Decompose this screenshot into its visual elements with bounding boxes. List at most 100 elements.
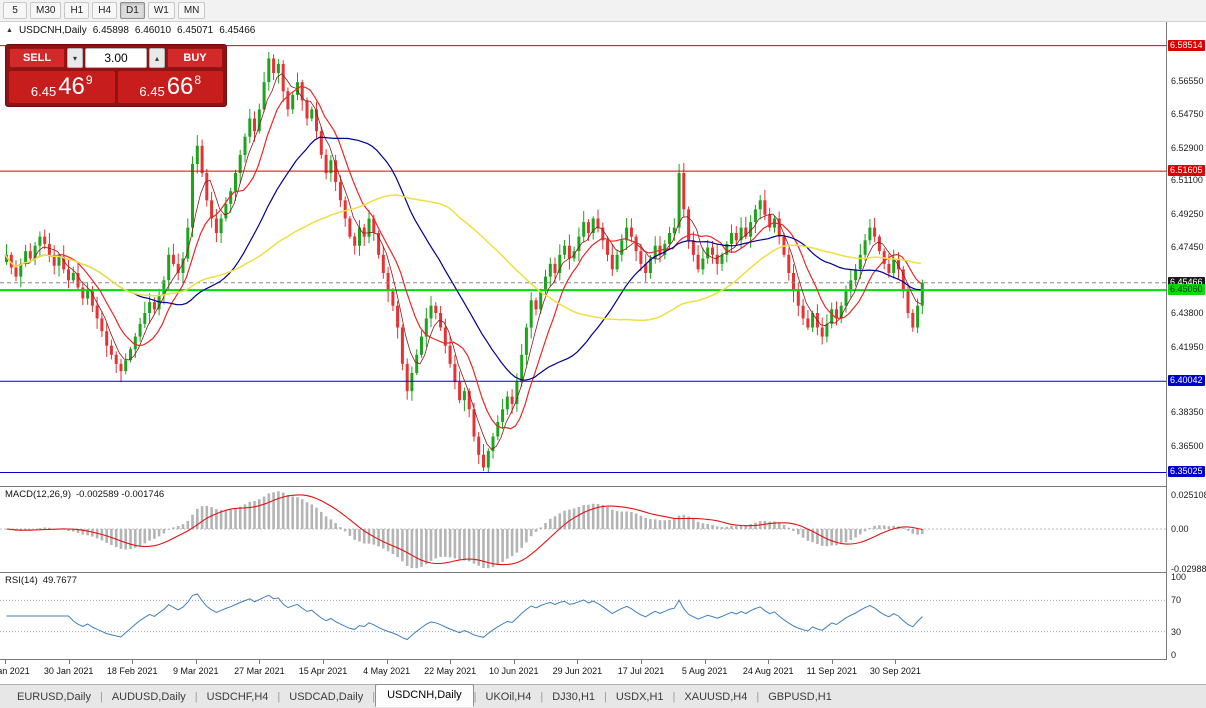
rsi-axis-label: 30	[1171, 626, 1182, 637]
date-axis-label: 10 Jun 2021	[489, 666, 539, 676]
price-axis-tick: 6.54750	[1171, 108, 1204, 119]
timeframe-toolbar: 5 M30 H1 H4 D1 W1 MN	[0, 0, 1206, 22]
date-axis: 12 Jan 2021 30 Jan 2021 18 Feb 2021 9 Mar 2…	[0, 660, 1206, 684]
volume-decrease-button[interactable]: ▾	[67, 48, 83, 68]
macd-values: -0.002589 -0.001746	[76, 489, 165, 500]
tab-divider: |	[540, 690, 544, 703]
date-axis-tick	[450, 660, 452, 664]
timeframe-button-5[interactable]: 5	[3, 2, 27, 19]
timeframe-button-mn[interactable]: MN	[177, 2, 206, 19]
price-axis-tick: 6.51100	[1171, 175, 1203, 186]
date-axis-tick	[704, 660, 706, 664]
price-axis-tick: 6.38350	[1171, 407, 1204, 418]
collapse-one-click-icon[interactable]: ▲	[6, 27, 13, 34]
price-axis-tick: 6.49250	[1171, 208, 1204, 219]
date-axis-label: 5 Aug 2021	[681, 666, 728, 676]
date-axis-label: 11 Sep 2021	[806, 666, 857, 676]
volume-increase-button[interactable]: ▴	[149, 48, 165, 68]
ohlc-close: 6.45466	[219, 25, 256, 36]
chart-tab-usdcnh-daily[interactable]: USDCNH,Daily	[375, 684, 474, 707]
tab-divider: |	[756, 690, 760, 703]
date-axis-label: 18 Feb 2021	[106, 666, 158, 676]
sell-price-pip: 9	[85, 73, 93, 87]
timeframe-button-w1[interactable]: W1	[147, 2, 175, 19]
date-axis-tick	[386, 660, 388, 664]
date-axis-tick	[577, 660, 579, 664]
chart-tab-usdcad-daily[interactable]: USDCAD,Daily	[289, 690, 364, 703]
timeframe-button-h4[interactable]: H4	[92, 2, 118, 19]
rsi-name: RSI(14)	[5, 575, 38, 586]
macd-indicator-label: MACD(12,26,9) -0.002589 -0.001746	[5, 489, 164, 500]
chart-header: ▲ USDCNH,Daily 6.45898 6.46010 6.45071 6…	[6, 25, 255, 36]
tab-divider: |	[99, 690, 103, 703]
sell-price-prefix: 6.45	[30, 84, 57, 99]
chart-tab-audusd-daily[interactable]: AUDUSD,Daily	[111, 690, 186, 703]
buy-price-digits: 66	[166, 73, 194, 100]
sell-price-display[interactable]: 6.45 46 9	[9, 71, 115, 103]
macd-name: MACD(12,26,9)	[5, 489, 71, 500]
date-axis-label: 29 Jun 2021	[552, 666, 603, 676]
date-axis-tick	[132, 660, 134, 664]
volume-input[interactable]	[85, 48, 147, 68]
chart-tab-eurusd-daily[interactable]: EURUSD,Daily	[17, 690, 91, 703]
date-axis-tick	[895, 660, 897, 664]
candlestick-chart[interactable]	[0, 22, 1166, 486]
date-axis-label: 17 Jul 2021	[617, 666, 665, 676]
date-axis-label: 9 Mar 2021	[173, 666, 219, 676]
rsi-panel[interactable]: RSI(14) 49.7677	[0, 573, 1206, 660]
price-axis-tick: 6.52900	[1171, 142, 1204, 153]
chart-tab-usdchf-h4[interactable]: USDCHF,H4	[206, 690, 269, 703]
chart-tab-ukoil-h4[interactable]: UKOil,H4	[485, 690, 532, 703]
buy-price-display[interactable]: 6.45 66 8	[117, 71, 223, 103]
price-level-badge: 6.35025	[1168, 466, 1205, 478]
price-level-badge: 6.58514	[1168, 39, 1205, 51]
date-axis-tick	[5, 660, 6, 664]
price-axis: 6.56550 6.54750 6.52900 6.51100 6.49250 6.474…	[1166, 22, 1206, 660]
rsi-value: 49.7677	[42, 575, 78, 586]
chart-tab-xauusd-h4[interactable]: XAUUSD,H4	[684, 690, 748, 703]
tab-divider: |	[473, 690, 477, 703]
buy-button[interactable]: BUY	[167, 48, 223, 68]
chart-tab-dj30-h1[interactable]: DJ30,H1	[552, 690, 595, 703]
price-axis-tick: 6.43800	[1171, 307, 1204, 318]
date-axis-tick	[68, 660, 70, 664]
date-axis-tick	[831, 660, 833, 664]
price-level-badge: 6.40042	[1168, 375, 1205, 387]
price-chart-panel[interactable]: ▲ USDCNH,Daily 6.45898 6.46010 6.45071 6…	[0, 22, 1206, 487]
date-axis-label: 12 Jan 2021	[0, 666, 30, 676]
macd-axis-label: -0.02988	[1171, 564, 1206, 575]
date-axis-tick	[323, 660, 324, 664]
chart-tabs-bar: EURUSD,Daily | AUDUSD,Daily | USDCHF,H4 | USDC…	[0, 684, 1206, 708]
date-axis-label: 27 Mar 2021	[234, 666, 285, 676]
timeframe-button-m30[interactable]: M30	[30, 2, 62, 19]
tab-divider: |	[194, 690, 198, 703]
ohlc-high: 6.46010	[134, 25, 172, 36]
one-click-trading-panel: SELL ▾ ▴ BUY 6.45 46 9 6.45 66 8	[5, 44, 227, 107]
rsi-axis-label: 70	[1171, 595, 1182, 606]
sell-price-digits: 46	[58, 73, 85, 100]
price-level-badge: 6.45466	[1168, 276, 1205, 288]
price-axis-tick: 6.41950	[1171, 341, 1204, 352]
chart-window: ▲ USDCNH,Daily 6.45898 6.46010 6.45071 6…	[0, 22, 1206, 684]
timeframe-button-h1[interactable]: H1	[64, 2, 90, 19]
macd-chart[interactable]	[0, 487, 1166, 572]
macd-panel[interactable]: MACD(12,26,9) -0.002589 -0.001746	[0, 487, 1206, 573]
date-axis-tick	[513, 660, 515, 664]
date-axis-tick	[768, 660, 770, 664]
chart-tab-gbpusd-h1[interactable]: GBPUSD,H1	[768, 690, 832, 703]
sell-button[interactable]: SELL	[9, 48, 65, 68]
date-axis-tick	[259, 660, 261, 664]
chart-tab-usdx-h1[interactable]: USDX,H1	[615, 690, 664, 703]
ohlc-open: 6.45898	[92, 25, 129, 36]
price-axis-tick: 6.56550	[1171, 76, 1204, 87]
ohlc-low: 6.45071	[177, 25, 214, 36]
date-axis-label: 4 May 2021	[363, 666, 411, 676]
rsi-axis-label: 0	[1171, 650, 1177, 660]
tab-divider: |	[372, 690, 376, 703]
tab-divider: |	[604, 690, 607, 703]
rsi-chart[interactable]	[0, 573, 1166, 659]
date-axis-tick	[641, 660, 642, 664]
price-level-badge: 6.45060	[1168, 284, 1205, 296]
macd-axis-label: 0.025108	[1171, 490, 1206, 500]
timeframe-button-d1[interactable]: D1	[120, 2, 145, 19]
